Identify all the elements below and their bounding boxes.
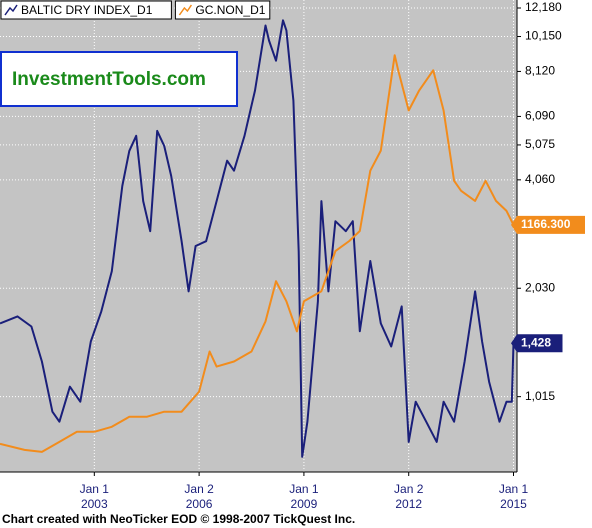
watermark-box bbox=[0, 51, 238, 107]
last-value-marker bbox=[511, 334, 563, 353]
y-tick-label: 2,030 bbox=[525, 280, 555, 294]
y-tick-label: 4,060 bbox=[525, 172, 555, 186]
watermark: InvestmentTools.com bbox=[12, 69, 206, 90]
last-value-label: 1166.300 bbox=[521, 217, 571, 231]
x-tick-label: Jan 2 2006 bbox=[184, 482, 214, 511]
labels: 1,015 2,030 4,060 5,075 6,090 8,120 10,150 12,1… bbox=[80, 0, 585, 511]
x-tick-label: Jan 2 2012 bbox=[394, 482, 424, 511]
series-line bbox=[0, 54, 515, 453]
legend-label: GC.NON_D1 bbox=[195, 3, 265, 17]
legend-box bbox=[0, 0, 172, 20]
legend: BALTIC DRY INDEX_D1 GC.NON_D1 bbox=[0, 0, 271, 20]
last-value-marker bbox=[511, 215, 585, 234]
lines bbox=[0, 19, 515, 458]
x-tick-label: Jan 1 2015 bbox=[499, 482, 529, 511]
y-tick-label: 5,075 bbox=[525, 137, 555, 151]
x-tick-label: Jan 1 2003 bbox=[80, 482, 110, 511]
y-tick-label: 10,150 bbox=[525, 29, 562, 43]
footer: Chart created with NeoTicker EOD © 1998-… bbox=[2, 512, 355, 526]
legend-swatch bbox=[4, 4, 18, 16]
y-tick-label: 1,015 bbox=[525, 389, 555, 403]
last-value-label: 1,428 bbox=[521, 335, 551, 349]
y-tick-label: 12,180 bbox=[525, 0, 562, 14]
legend-swatch bbox=[178, 4, 193, 16]
y-tick-label: 8,120 bbox=[525, 64, 555, 78]
legend-label: BALTIC DRY INDEX_D1 bbox=[21, 3, 153, 17]
series-line bbox=[0, 19, 515, 458]
x-tick-label: Jan 1 2009 bbox=[289, 482, 319, 511]
y-tick-label: 6,090 bbox=[525, 109, 555, 123]
legend-box bbox=[174, 0, 271, 20]
